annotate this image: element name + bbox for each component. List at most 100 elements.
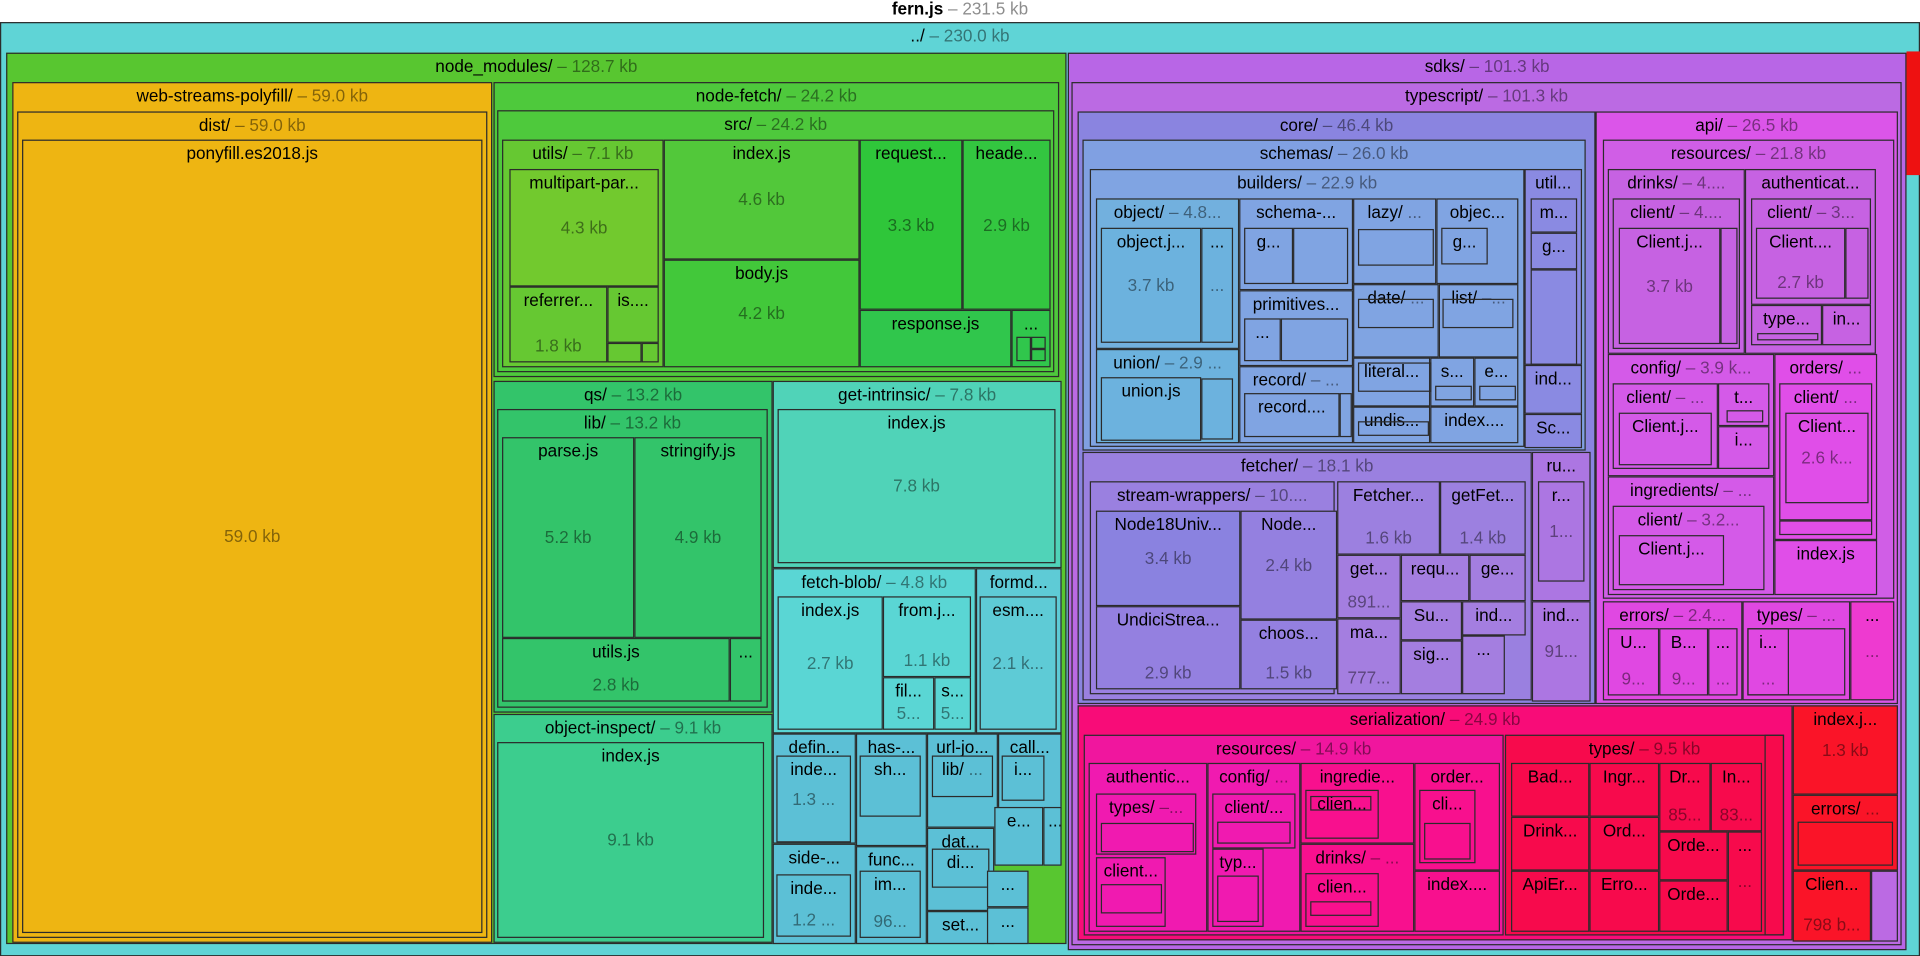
treemap-node-u[interactable]: U... 9... [1607,628,1660,696]
treemap-small-node[interactable] [1217,875,1259,923]
treemap-node-client-j[interactable]: Client.j... 3.7 kb [1618,227,1721,345]
treemap-node-ind[interactable]: ind... [1524,364,1583,414]
treemap-small-node[interactable] [1845,227,1869,299]
treemap-node-undis[interactable]: undis... [1353,406,1431,444]
treemap-node-index-j[interactable]: index.j... 1.3 kb [1792,705,1898,795]
treemap-small-node[interactable] [1442,298,1514,329]
treemap-small-node[interactable] [1031,348,1046,362]
treemap-node-node[interactable]: ... [1462,635,1505,695]
treemap-node-node18univ[interactable]: Node18Univ... 3.4 kb [1095,510,1241,607]
treemap-small-node[interactable] [1280,318,1349,362]
treemap-small-node[interactable] [1871,870,1898,942]
treemap-node-sh[interactable]: sh... [859,755,921,817]
treemap-node-stringify-js[interactable]: stringify.js 4.9 kb [634,437,762,638]
treemap-node-node[interactable]: ...... [1727,831,1763,932]
treemap-node-lazy[interactable]: lazy/ ... [1353,198,1437,285]
treemap-small-node[interactable] [1757,333,1819,341]
treemap-small-node[interactable] [1726,410,1764,423]
treemap-node-index[interactable]: index.... [1430,406,1519,444]
treemap-small-node[interactable] [1293,227,1349,285]
treemap-node-from-j[interactable]: from.j... 1.1 kb [882,596,972,678]
treemap-small-node[interactable] [1100,822,1194,853]
treemap-node-clien[interactable]: Clien... 798 b... [1792,870,1872,942]
treemap-node-request[interactable]: request... 3.3 kb [859,139,963,310]
treemap-small-node[interactable] [1906,51,1920,176]
treemap-node-i[interactable]: i...... [1747,628,1789,696]
treemap-small-node[interactable] [1479,385,1516,401]
treemap-small-node[interactable] [1779,520,1873,536]
treemap-small-node[interactable] [607,342,642,363]
treemap-node-cli[interactable]: cli... [1419,789,1476,864]
treemap-small-node[interactable] [1100,884,1163,914]
treemap-small-node[interactable] [1720,227,1738,345]
treemap-node-m[interactable]: m... [1530,198,1578,233]
treemap-node-esm[interactable]: esm.... 2.1 k... [979,596,1057,730]
treemap-node-in[interactable]: In... 83... [1710,762,1763,832]
treemap-node-di[interactable]: di... [931,848,990,888]
treemap-node-date[interactable]: date/ ... [1353,284,1439,358]
treemap-node-node[interactable]: ...... [1708,628,1738,696]
treemap-small-node[interactable] [1016,336,1032,362]
treemap-node-sc[interactable]: Sc... [1524,413,1583,449]
treemap-node-e[interactable]: e... [994,806,1044,866]
treemap-node-index-js[interactable]: index.js 9.1 kb [497,742,765,938]
treemap-small-node[interactable] [1201,378,1234,440]
treemap-node-g[interactable]: g... [1244,227,1294,285]
treemap-node-apier[interactable]: ApiEr... [1511,870,1590,932]
treemap-node-lib[interactable]: lib/ ... [931,755,994,798]
treemap-node-node[interactable]: ...... [1850,601,1895,701]
treemap-node-utils-js[interactable]: utils.js 2.8 kb [502,637,730,702]
treemap-small-node[interactable] [1357,298,1434,329]
treemap-node-e[interactable]: e... [1474,357,1519,407]
treemap-node-index-js[interactable]: index.js 7.8 kb [777,408,1056,564]
treemap-node-fil[interactable]: fil... 5... [882,677,935,730]
treemap-node-literal[interactable]: literal... [1353,357,1431,407]
treemap-node-record[interactable]: record.... [1244,393,1340,438]
treemap-node-clien[interactable]: clien... [1305,873,1379,927]
treemap-small-node[interactable] [1217,821,1291,844]
treemap-node-is[interactable]: is.... [607,286,659,343]
treemap-node-r[interactable]: r... 1... [1537,481,1585,582]
treemap-node-ind[interactable]: ind... 91... [1531,601,1591,702]
treemap-node-orde[interactable]: Orde... [1659,880,1728,932]
treemap-node-client-j[interactable]: Client.j... [1618,412,1712,466]
treemap-node-i[interactable]: i... [1717,426,1770,469]
treemap-node-client-j[interactable]: Client.j... [1618,535,1725,586]
treemap-small-node[interactable] [1357,421,1429,436]
treemap-small-node[interactable] [1435,385,1472,401]
treemap-node-i[interactable]: i... [1001,755,1045,801]
treemap-node-type[interactable]: type... [1751,304,1823,346]
treemap-node-ingr[interactable]: Ingr... [1589,762,1660,817]
treemap-node-node[interactable]: ... [729,637,762,702]
treemap-node-g[interactable]: g... [1441,227,1488,265]
treemap-node-ind[interactable]: ind... [1462,601,1526,636]
treemap-small-node[interactable] [1747,628,1846,696]
treemap-node-referrer[interactable]: referrer... 1.8 kb [509,286,608,363]
treemap-node-s[interactable]: s... [1430,357,1475,407]
treemap-node-node[interactable]: ... [1043,806,1062,866]
treemap-node-set[interactable]: set... [926,911,995,945]
treemap-small-node[interactable] [1031,336,1046,349]
treemap-node-index-js[interactable]: index.js [1774,540,1878,596]
treemap-small-node[interactable] [1310,795,1372,811]
treemap-node-b[interactable]: B... 9... [1659,628,1709,696]
treemap-node-su[interactable]: Su... [1400,601,1463,641]
treemap-node-errors[interactable]: errors/ ... [1792,794,1898,871]
treemap-node-erro[interactable]: Erro... [1589,870,1660,932]
treemap-node-dr[interactable]: Dr... 85... [1659,762,1711,832]
treemap-small-node[interactable] [1424,822,1471,860]
treemap-node-node[interactable]: ... [1244,318,1281,362]
treemap-node-inde[interactable]: inde... 1.2 ... [776,874,852,937]
treemap-node-node[interactable]: ...... [1201,227,1234,343]
treemap-node-client[interactable]: Client... 2.6 k... [1785,412,1869,504]
treemap-node-client[interactable]: client/... [1212,793,1296,849]
treemap-node-client[interactable]: Client.... 2.7 kb [1755,227,1846,299]
treemap-small-node[interactable] [1530,269,1578,365]
treemap-small-node[interactable] [641,342,659,363]
treemap-small-node[interactable] [1310,901,1372,916]
treemap-node-undicistrea[interactable]: UndiciStrea... 2.9 kb [1095,606,1241,690]
treemap-node-index-js[interactable]: index.js 4.6 kb [663,139,860,260]
treemap-node-index-js[interactable]: index.js 2.7 kb [777,596,883,730]
treemap-node-ma[interactable]: ma... 777... [1337,618,1401,695]
treemap-small-node[interactable] [1764,734,1785,936]
